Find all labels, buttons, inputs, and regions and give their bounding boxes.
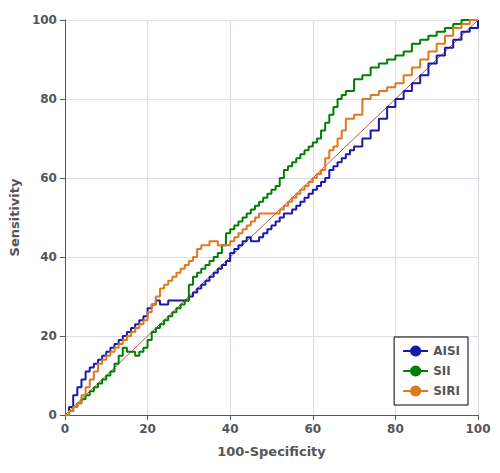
svg-text:0: 0 [61, 422, 69, 436]
svg-text:0: 0 [49, 408, 57, 422]
svg-text:80: 80 [40, 92, 57, 106]
svg-text:SIRI: SIRI [433, 384, 460, 398]
svg-text:100-Specificity: 100-Specificity [217, 444, 326, 459]
svg-text:Sensitivity: Sensitivity [7, 178, 22, 256]
svg-text:60: 60 [40, 171, 57, 185]
svg-text:100: 100 [465, 422, 490, 436]
svg-text:80: 80 [387, 422, 404, 436]
svg-text:SII: SII [433, 364, 451, 378]
svg-text:AISI: AISI [433, 344, 460, 358]
svg-text:100: 100 [32, 13, 57, 27]
svg-text:20: 20 [139, 422, 156, 436]
svg-text:20: 20 [40, 329, 57, 343]
svg-text:40: 40 [40, 250, 57, 264]
svg-text:40: 40 [222, 422, 239, 436]
svg-text:60: 60 [304, 422, 321, 436]
